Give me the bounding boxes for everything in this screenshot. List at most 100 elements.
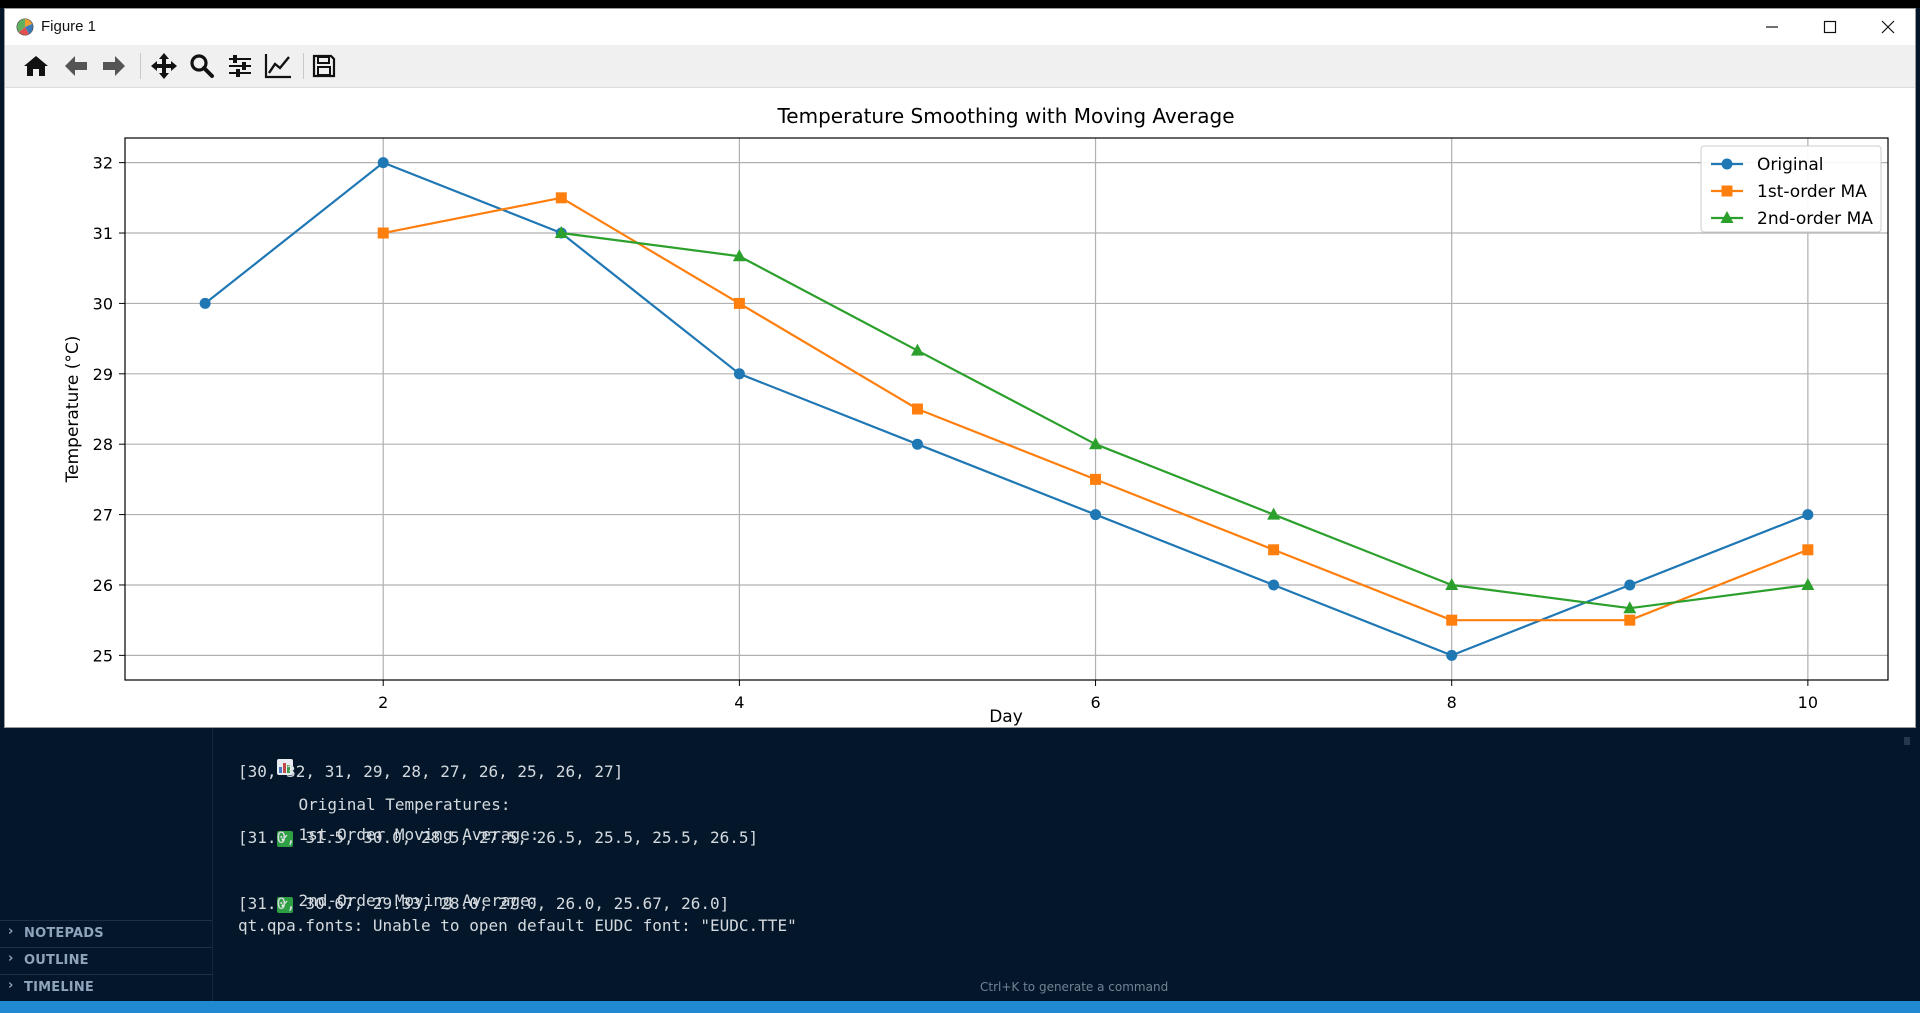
forward-button[interactable]	[97, 50, 131, 82]
bar-chart-emoji-icon	[276, 759, 293, 775]
chart[interactable]: Temperature Smoothing with Moving Averag…	[5, 88, 1915, 728]
data-point	[1268, 544, 1280, 556]
y-tick-label: 28	[93, 435, 113, 454]
data-point	[1624, 579, 1636, 591]
maximize-button[interactable]	[1801, 9, 1859, 45]
x-tick-label: 8	[1447, 693, 1457, 712]
series-line	[561, 231, 1809, 610]
data-point	[1090, 473, 1102, 485]
y-tick-label: 30	[93, 294, 113, 313]
window-titlebar[interactable]: Figure 1	[5, 9, 1915, 45]
terminal-line: Original Temperatures:	[238, 740, 510, 833]
check-mark-emoji-icon: ✓	[276, 831, 293, 847]
data-point	[911, 403, 923, 415]
data-point	[733, 297, 745, 309]
sidebar-section-label: OUTLINE	[24, 953, 89, 968]
chevron-right-icon: ›	[8, 924, 14, 939]
data-point	[732, 249, 746, 262]
configure-subplots-button[interactable]	[223, 50, 257, 82]
series-1st-order-ma	[377, 192, 1814, 626]
y-tick-label: 31	[93, 224, 113, 243]
series-line	[204, 161, 1809, 657]
command-hint: Ctrl+K to generate a command	[980, 980, 1169, 994]
x-tick-label: 10	[1798, 693, 1818, 712]
sidebar-section-label: TIMELINE	[24, 980, 95, 995]
data-point	[1090, 509, 1102, 521]
legend-label: Original	[1757, 155, 1824, 175]
data-point	[1623, 601, 1637, 614]
data-point	[377, 157, 389, 169]
minimize-button[interactable]	[1743, 9, 1801, 45]
edit-axes-button[interactable]	[261, 50, 295, 82]
save-icon	[312, 54, 336, 78]
terminal-text: Original Temperatures:	[298, 795, 511, 814]
sidebar-section-label: NOTEPADS	[24, 926, 104, 941]
save-button[interactable]	[307, 50, 341, 82]
x-tick-label: 2	[378, 693, 388, 712]
tick-layer: 2 4 6 8 10 25 26 27 28 29 30 31 32	[93, 154, 1818, 712]
chevron-right-icon: ›	[8, 951, 14, 966]
x-tick-label: 4	[734, 693, 744, 712]
terminal-line: ✓ 2nd-Order Moving Average:	[238, 872, 539, 932]
sidebar-section-notepads[interactable]: › NOTEPADS	[0, 920, 212, 947]
minimize-icon	[1766, 26, 1778, 28]
zoom-magnifier-icon	[190, 54, 214, 78]
terminal-line: [31.0, 31.5, 30.0, 28.5, 27.5, 26.5, 25.…	[238, 828, 759, 847]
chart-title: Temperature Smoothing with Moving Averag…	[776, 104, 1234, 128]
chevron-right-icon: ›	[8, 978, 14, 993]
series-2nd-order-ma	[554, 226, 1815, 614]
legend-label: 2nd-order MA	[1757, 209, 1873, 229]
terminal-line: ✓ 1st-Order Moving Average:	[238, 806, 539, 866]
data-point	[1802, 509, 1814, 521]
edit-axes-icon	[264, 54, 291, 79]
home-button[interactable]	[19, 50, 53, 82]
toolbar-separator	[303, 53, 304, 79]
back-arrow-icon	[65, 56, 87, 76]
sidebar-section-outline[interactable]: › OUTLINE	[0, 947, 212, 974]
pan-move-icon	[151, 53, 177, 79]
x-axis-label: Day	[989, 707, 1023, 727]
ide-top-bar	[0, 0, 1920, 8]
data-point	[910, 343, 924, 356]
terminal-scrollbar[interactable]	[1904, 737, 1910, 745]
grid	[125, 138, 1888, 680]
figure-window: Figure 1	[4, 8, 1916, 728]
ide-sidebar: › NOTEPADS › OUTLINE › TIMELINE	[0, 728, 213, 1001]
matplotlib-toolbar	[5, 45, 1915, 88]
ide-status-bar	[0, 1001, 1920, 1013]
data-point	[1624, 614, 1636, 626]
legend-marker	[1721, 158, 1733, 170]
data-point	[911, 438, 923, 450]
back-button[interactable]	[59, 50, 93, 82]
x-tick-label: 6	[1090, 693, 1100, 712]
data-point	[1446, 614, 1458, 626]
zoom-button[interactable]	[185, 50, 219, 82]
terminal-output[interactable]: Original Temperatures: [30, 32, 31, 29, …	[230, 728, 1900, 978]
toolbar-separator	[140, 53, 141, 79]
data-point	[554, 226, 568, 239]
data-point	[1268, 579, 1280, 591]
data-point	[199, 297, 211, 309]
y-tick-label: 25	[93, 646, 113, 665]
data-point	[555, 192, 567, 204]
data-point	[1802, 544, 1814, 556]
terminal-text: 2nd-Order Moving Average:	[298, 891, 540, 910]
data-point	[733, 368, 745, 380]
home-icon	[24, 56, 48, 76]
data-point	[1089, 437, 1103, 450]
legend: Original 1st-order MA 2nd-order MA	[1700, 145, 1882, 233]
forward-arrow-icon	[103, 56, 125, 76]
configure-subplots-icon	[229, 55, 251, 77]
terminal-line: [30, 32, 31, 29, 28, 27, 26, 25, 26, 27]	[238, 762, 624, 781]
sidebar-section-timeline[interactable]: › TIMELINE	[0, 974, 212, 1001]
maximize-icon	[1823, 20, 1837, 34]
legend-box	[1700, 145, 1882, 233]
data-point	[1445, 577, 1459, 590]
pan-button[interactable]	[147, 50, 181, 82]
data-point	[1446, 649, 1458, 661]
terminal-line: qt.qpa.fonts: Unable to open default EUD…	[238, 916, 797, 935]
terminal-line: [31.0, 30.67, 29.33, 28.0, 27.0, 26.0, 2…	[238, 894, 730, 913]
close-button[interactable]	[1859, 9, 1917, 45]
legend-label: 1st-order MA	[1757, 182, 1867, 202]
legend-marker	[1721, 185, 1733, 197]
